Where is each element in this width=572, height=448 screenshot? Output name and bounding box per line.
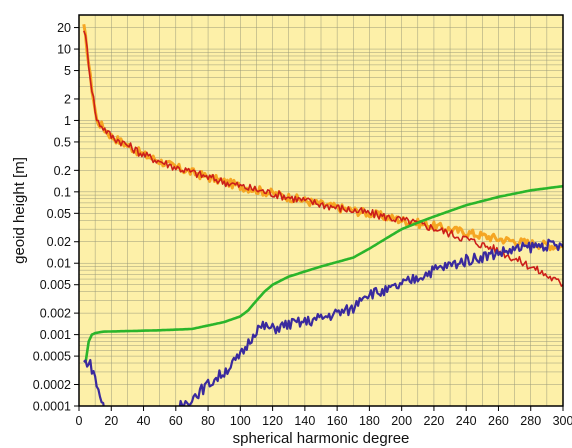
y-tick-label: 0.01 <box>47 257 71 271</box>
x-tick-label: 300 <box>553 414 572 428</box>
y-tick-label: 0.02 <box>47 235 71 249</box>
y-tick-label: 5 <box>64 64 71 78</box>
y-tick-label: 0.001 <box>40 328 71 342</box>
y-tick-label: 0.002 <box>40 307 71 321</box>
y-tick-label: 20 <box>57 21 71 35</box>
x-axis-label: spherical harmonic degree <box>233 430 410 447</box>
x-tick-label: 60 <box>169 414 183 428</box>
x-tick-label: 120 <box>262 414 283 428</box>
y-tick-label: 0.0001 <box>33 400 71 414</box>
x-tick-label: 0 <box>76 414 83 428</box>
y-tick-label: 0.05 <box>47 207 71 221</box>
axis-ticks: 0 20 40 60 80 100 120 140 160 180 200 220 240 260 280 3… <box>33 21 572 428</box>
y-axis-label: geoid height [m] <box>11 157 28 264</box>
x-tick-label: 80 <box>201 414 215 428</box>
x-tick-label: 260 <box>488 414 509 428</box>
y-tick-label: 0.1 <box>54 185 71 199</box>
x-tick-label: 20 <box>104 414 118 428</box>
series-layer <box>82 23 563 406</box>
y-tick-label: 0.0005 <box>33 350 71 364</box>
grid-lines <box>78 14 564 407</box>
x-tick-label: 100 <box>230 414 251 428</box>
x-tick-label: 220 <box>424 414 445 428</box>
y-tick-label: 0.005 <box>40 278 71 292</box>
x-tick-label: 140 <box>294 414 315 428</box>
x-tick-label: 280 <box>520 414 541 428</box>
y-tick-label: 0.5 <box>54 135 71 149</box>
x-tick-label: 160 <box>327 414 348 428</box>
y-tick-label: 0.2 <box>54 164 71 178</box>
series-line-2 <box>83 30 563 287</box>
y-tick-label: 0.0002 <box>33 378 71 392</box>
plot-frame <box>78 14 564 407</box>
x-tick-label: 180 <box>359 414 380 428</box>
y-tick-label: 2 <box>64 92 71 106</box>
y-tick-label: 1 <box>64 114 71 128</box>
x-tick-label: 240 <box>456 414 477 428</box>
series-line-3 <box>84 184 563 364</box>
series-line-4 <box>83 238 563 406</box>
x-tick-label: 200 <box>391 414 412 428</box>
y-tick-label: 10 <box>57 43 71 57</box>
x-tick-label: 40 <box>137 414 151 428</box>
